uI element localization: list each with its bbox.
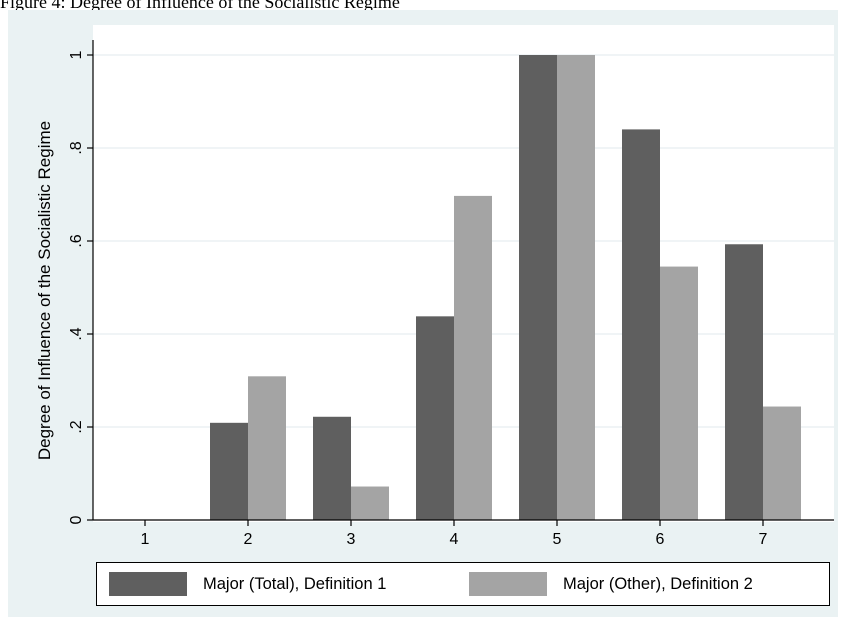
legend-label-series-1: Major (Total), Definition 1 — [203, 574, 387, 593]
bar-series-1-cat-3 — [313, 416, 351, 520]
bar-series-2-cat-5 — [557, 55, 595, 520]
x-tick-label-2: 2 — [244, 531, 253, 548]
bar-series-2-cat-3 — [351, 486, 389, 520]
x-tick-label-7: 7 — [759, 531, 768, 548]
legend-item-series-1: Major (Total), Definition 1 — [109, 563, 469, 605]
bar-series-2-cat-2 — [248, 376, 286, 520]
bars — [210, 55, 801, 520]
legend-label-series-2: Major (Other), Definition 2 — [563, 574, 753, 593]
y-tick-label-1: .2 — [68, 420, 85, 433]
y-tick-label-0: 0 — [68, 515, 85, 524]
legend-swatch-series-1 — [109, 572, 187, 596]
bar-series-1-cat-2 — [210, 422, 248, 520]
axes — [87, 40, 834, 526]
legend: Major (Total), Definition 1 Major (Other… — [96, 562, 830, 606]
bar-series-2-cat-7 — [763, 406, 801, 520]
bar-series-1-cat-4 — [416, 316, 454, 520]
tick-labels: 0 .2 .4 .6 .8 1 1 2 3 4 5 6 7 — [68, 50, 768, 548]
figure-caption-partial: Figure 4: Degree of Influence of the Soc… — [0, 0, 400, 10]
y-axis-label: Degree of Influence of the Socialistic R… — [35, 121, 54, 460]
bar-series-1-cat-7 — [725, 244, 763, 520]
x-tick-label-3: 3 — [347, 531, 356, 548]
bar-series-1-cat-5 — [519, 55, 557, 520]
y-tick-label-2: .4 — [68, 327, 85, 340]
x-tick-label-1: 1 — [141, 531, 150, 548]
x-tick-label-4: 4 — [450, 531, 459, 548]
y-tick-label-3: .6 — [68, 234, 85, 247]
x-tick-label-5: 5 — [553, 531, 562, 548]
bar-series-1-cat-6 — [622, 129, 660, 520]
x-tick-label-6: 6 — [656, 531, 665, 548]
legend-item-series-2: Major (Other), Definition 2 — [469, 563, 829, 605]
y-tick-label-4: .8 — [68, 141, 85, 154]
bar-series-2-cat-4 — [454, 195, 492, 520]
legend-swatch-series-2 — [469, 572, 547, 596]
y-tick-label-5: 1 — [68, 50, 85, 59]
bar-series-2-cat-6 — [660, 266, 698, 520]
